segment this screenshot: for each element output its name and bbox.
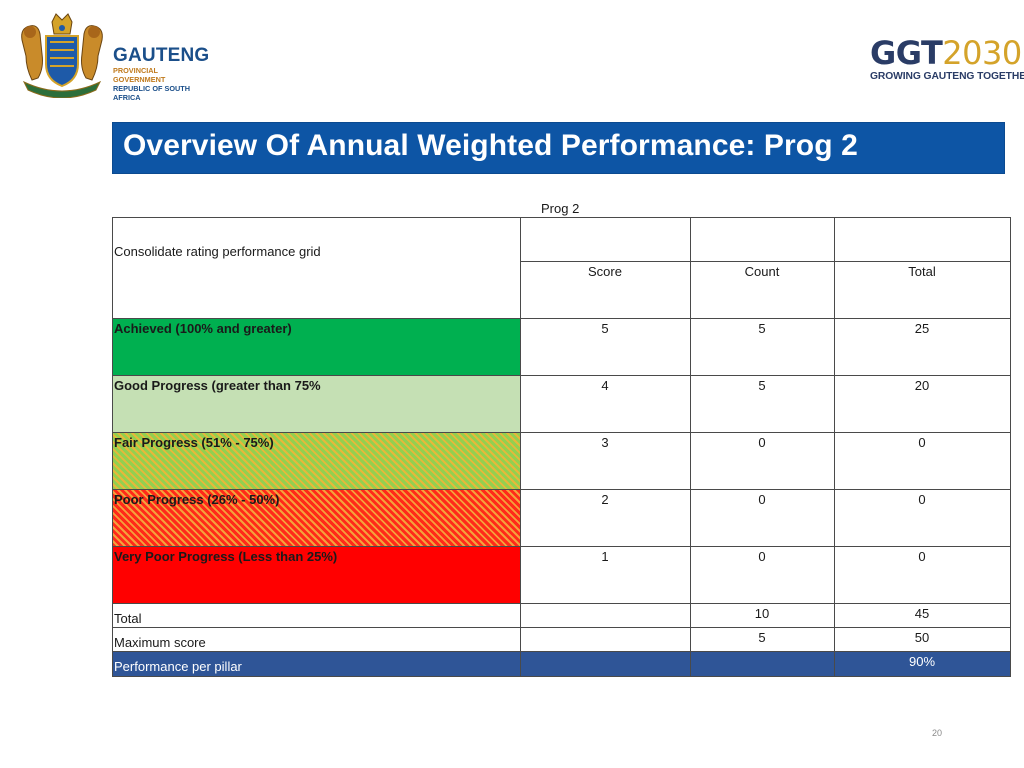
row-bg-good-progress [112,375,520,432]
row-bg-poor-progress [112,489,520,546]
col-header-count: Count [744,264,780,279]
row-label-maximum-score: Maximum score [114,635,206,650]
gauteng-country: REPUBLIC OF SOUTH AFRICA [113,84,191,102]
ggt-mark-main: GGT [870,34,943,72]
grid-line [520,217,521,677]
grid-line [834,217,835,677]
gauteng-wordmark: GAUTENG [113,45,210,66]
ggt-tagline: GROWING GAUTENG TOGETHER [870,71,1024,82]
score-cell: 1 [601,549,609,564]
total-cell: 0 [918,492,926,507]
row-bg-very-poor-progress [112,546,520,603]
grid-line [112,375,1011,376]
coat-of-arms-icon [21,13,103,98]
grid-line [520,261,1011,262]
count-cell: 5 [758,378,766,393]
col-header-score: Score [588,264,622,279]
ggt2030-mark: GGT2030 [870,34,1022,72]
grid-line [112,676,1011,677]
count-cell: 0 [758,492,766,507]
grid-line [1010,217,1011,677]
ggt-mark-year: 2030 [942,34,1022,72]
col-header-total: Total [908,264,936,279]
grid-line [112,651,1011,652]
grid-line [112,217,113,677]
row-label-good-progress: Good Progress (greater than 75% [114,378,321,393]
count-cell: 5 [758,321,766,336]
row-label-achieved: Achieved (100% and greater) [114,321,292,336]
grid-label: Consolidate rating performance grid [114,244,321,259]
total-count-cell: 10 [754,606,770,621]
row-label-fair-progress: Fair Progress (51% - 75%) [114,435,274,450]
total-cell: 20 [914,378,930,393]
ggt2030-logo: GGT2030 GROWING GAUTENG TOGETHER [870,34,1024,92]
grid-line [112,318,1011,319]
grid-line [112,432,1011,433]
total-cell: 25 [914,321,930,336]
row-label-very-poor-progress: Very Poor Progress (Less than 25%) [114,549,338,564]
gauteng-logo: GAUTENG PROVINCIAL GOVERNMENT REPUBLIC O… [16,10,210,102]
total-cell: 0 [918,549,926,564]
score-cell: 3 [601,435,609,450]
row-label-performance-per-pillar: Performance per pillar [114,659,242,674]
score-cell: 2 [601,492,609,507]
row-label-poor-progress: Poor Progress (26% - 50%) [114,492,280,507]
grid-line [112,603,1011,604]
row-bg-fair-progress [112,432,520,489]
grid-line [112,627,1011,628]
row-bg-performance [112,651,1011,676]
page-number: 20 [932,728,943,738]
row-label-total: Total [114,611,142,626]
prog-group-header: Prog 2 [541,201,580,216]
max-count-cell: 5 [758,630,766,645]
grid-line [112,546,1011,547]
performance-table: Prog 2 Consolidate rating performance gr… [112,195,1011,677]
slide-title-banner: Overview Of Annual Weighted Performance:… [112,122,1005,174]
count-cell: 0 [758,435,766,450]
gauteng-subtitle: PROVINCIAL GOVERNMENT [113,66,166,84]
score-cell: 4 [601,378,609,393]
row-bg-achieved [112,318,520,375]
score-cell: 5 [601,321,609,336]
performance-percent-cell: 90% [908,654,936,669]
count-cell: 0 [758,549,766,564]
total-cell: 0 [918,435,926,450]
max-total-cell: 50 [914,630,930,645]
total-total-cell: 45 [914,606,930,621]
slide-title: Overview Of Annual Weighted Performance:… [123,129,858,162]
grid-line [112,217,1011,218]
grid-line [112,489,1011,490]
grid-line [690,217,691,677]
